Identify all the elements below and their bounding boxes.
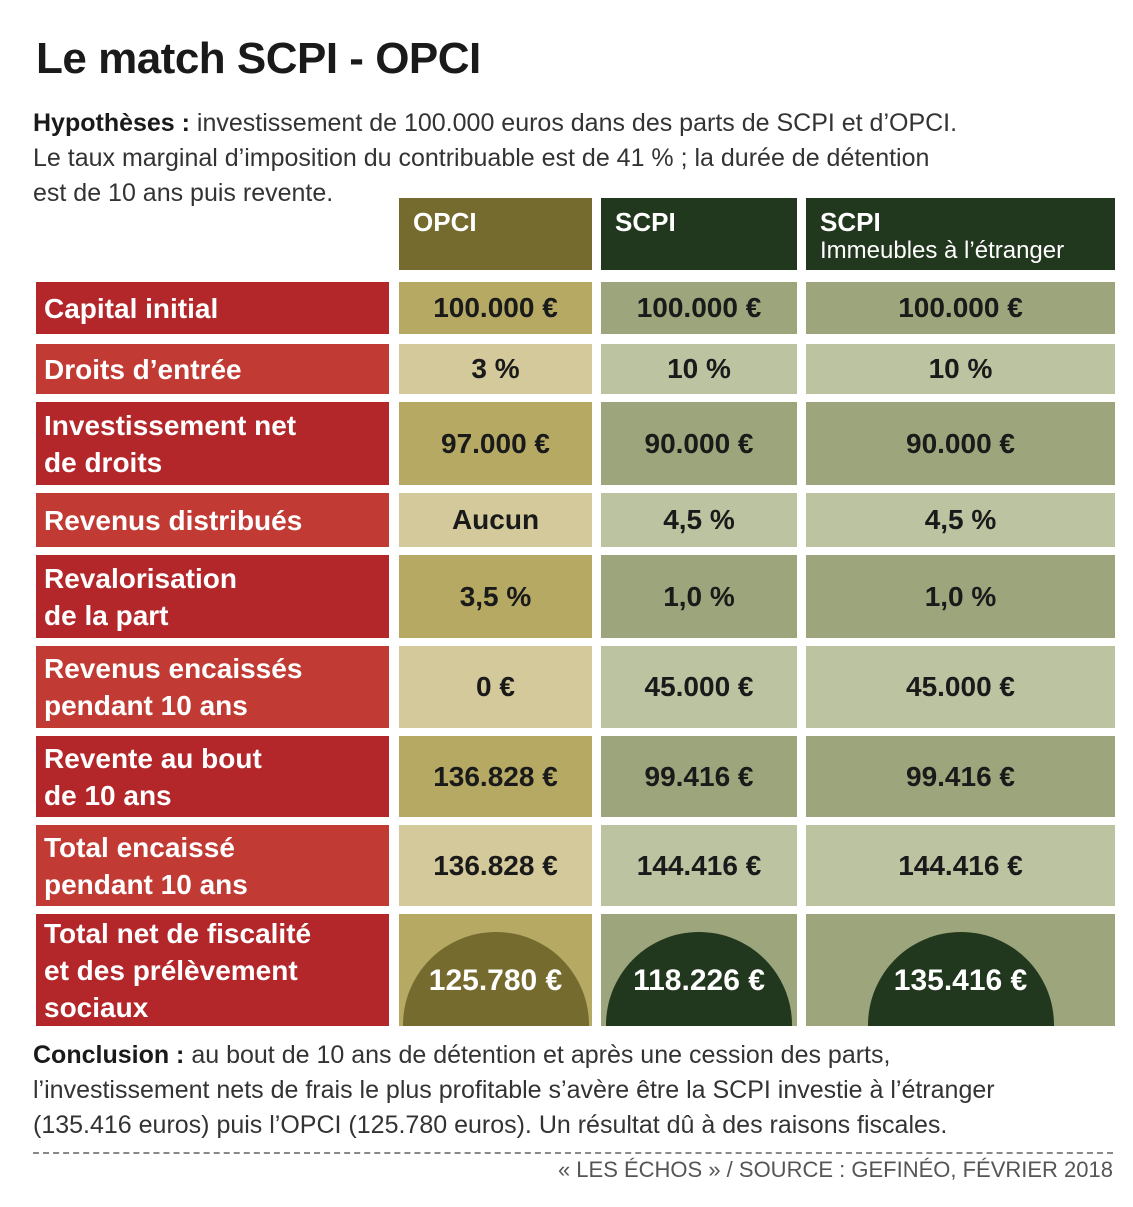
row-label-9: Total net de fiscalité et des prélèvement… — [36, 914, 389, 1026]
cell-r6-c1: 0 € — [399, 646, 592, 728]
conclusion-line-1-text: au bout de 10 ans de détention et après … — [184, 1041, 891, 1069]
row-label-line: Revalorisation — [44, 562, 237, 594]
conclusion-lead: Conclusion : — [33, 1041, 185, 1069]
row-label-text: Revente au bout de 10 ans — [44, 740, 262, 814]
conclusion-line-2: l’investissement nets de frais le plus p… — [33, 1076, 995, 1104]
cell-r6-c3: 45.000 € — [806, 646, 1115, 728]
row-label-line: Revenus distribués — [44, 504, 303, 536]
cell-r2-c1: 3 % — [399, 344, 592, 394]
cell-r3-c3: 90.000 € — [806, 402, 1115, 485]
row-label-line: Total net de fiscalité — [44, 917, 312, 949]
row-label-line: pendant 10 ans — [44, 690, 248, 721]
row-label-text: Total net de fiscalité et des prélèvement… — [44, 915, 311, 1026]
cell-r5-c3: 1,0 % — [806, 555, 1115, 638]
hypotheses-lead: Hypothèses : — [33, 109, 190, 137]
row-label-text: Total encaissé pendant 10 ans — [44, 829, 248, 903]
final-cell-c2: 118.226 € — [601, 914, 797, 1026]
row-label-7: Revente au bout de 10 ans — [36, 736, 389, 817]
hypotheses-line-1-text: investissement de 100.000 euros dans des… — [189, 109, 958, 137]
cell-r7-c3: 99.416 € — [806, 736, 1115, 817]
cell-r7-c2: 99.416 € — [601, 736, 797, 817]
cell-r8-c3: 144.416 € — [806, 825, 1115, 906]
hypotheses-line-2: Le taux marginal d’imposition du contrib… — [33, 144, 930, 172]
cell-r1-c3: 100.000 € — [806, 282, 1115, 334]
row-label-6: Revenus encaissés pendant 10 ans — [36, 646, 389, 728]
row-label-line: Droits d’entrée — [44, 353, 242, 385]
column-header-name: SCPI — [615, 207, 676, 237]
row-label-line: et des prélèvement — [44, 954, 298, 986]
conclusion-line-3: (135.416 euros) puis l’OPCI (125.780 eur… — [33, 1111, 948, 1139]
row-label-text: Revenus distribués — [44, 502, 302, 539]
cell-r5-c2: 1,0 % — [601, 555, 797, 638]
footer-divider — [33, 1152, 1113, 1154]
row-label-line: Total encaissé — [44, 831, 235, 863]
result-value-c2: 118.226 € — [633, 964, 765, 997]
cell-r4-c2: 4,5 % — [601, 493, 797, 547]
hypotheses-text: Hypothèses : investissement de 100.000 e… — [33, 106, 1108, 211]
cell-r1-c1: 100.000 € — [399, 282, 592, 334]
cell-r2-c2: 10 % — [601, 344, 797, 394]
row-label-1: Capital initial — [36, 282, 389, 334]
final-cell-c1: 125.780 € — [399, 914, 592, 1026]
row-label-line: sociaux — [44, 991, 149, 1023]
cell-r3-c2: 90.000 € — [601, 402, 797, 485]
hypotheses-line-3: est de 10 ans puis revente. — [33, 179, 334, 207]
column-header-1: OPCI — [399, 198, 592, 270]
row-label-line: de droits — [44, 446, 163, 478]
cell-r7-c1: 136.828 € — [399, 736, 592, 817]
column-header-name: OPCI — [413, 207, 477, 237]
row-label-line: Investissement net — [44, 409, 297, 441]
result-value-c1: 125.780 € — [428, 964, 563, 997]
column-header-subtitle: Immeubles à l’étranger — [820, 237, 1065, 264]
row-label-line: Capital initial — [44, 292, 219, 324]
cell-r4-c3: 4,5 % — [806, 493, 1115, 547]
cell-r6-c2: 45.000 € — [601, 646, 797, 728]
row-label-line: Revente au bout — [44, 742, 262, 774]
column-header-3: SCPI Immeubles à l’étranger — [806, 198, 1115, 270]
cell-r2-c3: 10 % — [806, 344, 1115, 394]
row-label-text: Revenus encaissés pendant 10 ans — [44, 650, 302, 724]
source-credit: « LES ÉCHOS » / SOURCE : GEFINÉO, FÉVRIE… — [557, 1157, 1113, 1182]
conclusion-text: Conclusion : au bout de 10 ans de détent… — [33, 1038, 1113, 1143]
row-label-text: Revalorisation de la part — [44, 560, 237, 634]
row-label-text: Investissement net de droits — [44, 407, 296, 481]
final-cell-c3: 135.416 € — [806, 914, 1115, 1026]
row-label-line: pendant 10 ans — [44, 868, 248, 900]
column-header-name: SCPI — [820, 207, 881, 237]
cell-r3-c1: 97.000 € — [399, 402, 592, 485]
row-label-line: Revenus encaissés — [44, 653, 303, 684]
column-header-2: SCPI — [601, 198, 797, 270]
hypotheses-line-1: Hypothèses : investissement de 100.000 e… — [33, 106, 1108, 141]
row-label-3: Investissement net de droits — [36, 402, 389, 485]
row-label-line: de la part — [44, 599, 169, 631]
cell-r8-c1: 136.828 € — [399, 825, 592, 906]
row-label-text: Capital initial — [44, 290, 218, 327]
cell-r8-c2: 144.416 € — [601, 825, 797, 906]
cell-r5-c1: 3,5 % — [399, 555, 592, 638]
row-label-text: Droits d’entrée — [44, 351, 242, 388]
row-label-line: de 10 ans — [44, 779, 172, 811]
cell-r1-c2: 100.000 € — [601, 282, 797, 334]
row-label-5: Revalorisation de la part — [36, 555, 389, 638]
row-label-2: Droits d’entrée — [36, 344, 389, 394]
cell-r4-c1: Aucun — [399, 493, 592, 547]
page-title: Le match SCPI - OPCI — [36, 34, 481, 83]
result-value-c3: 135.416 € — [893, 964, 1028, 997]
row-label-4: Revenus distribués — [36, 493, 389, 547]
conclusion-line-1: Conclusion : au bout de 10 ans de détent… — [33, 1038, 1113, 1073]
row-label-8: Total encaissé pendant 10 ans — [36, 825, 389, 906]
